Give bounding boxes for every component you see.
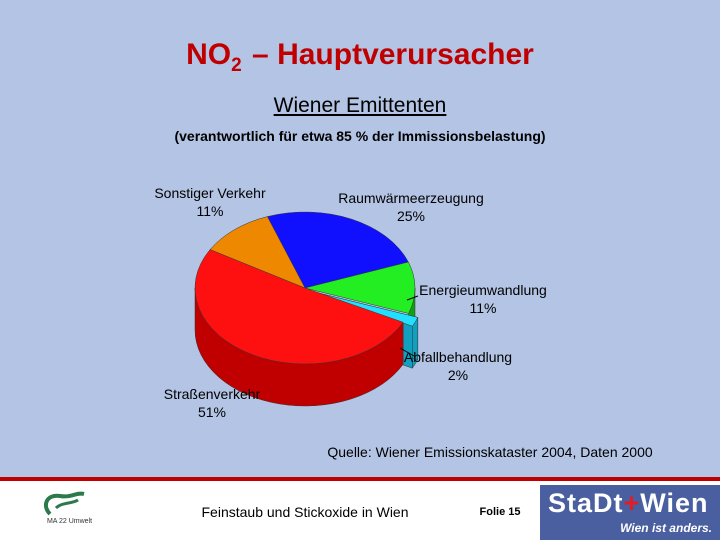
footer-title: Feinstaub und Stickoxide in Wien xyxy=(201,504,409,520)
pie-label-category: Sonstiger Verkehr xyxy=(154,185,266,201)
pie-label-category: Energieumwandlung xyxy=(419,282,547,298)
footer-divider xyxy=(0,477,720,481)
title-rest: – Hauptverursacher xyxy=(243,38,534,71)
logo-plus: + xyxy=(623,488,641,518)
pie-label-value: 11% xyxy=(197,203,224,219)
pie-label-value: 11% xyxy=(470,300,497,316)
ma22-logo-text: MA 22 Umwelt xyxy=(46,518,93,525)
slide-subtitle: Wiener Emittenten xyxy=(273,94,447,117)
logo-wien: Wien xyxy=(640,488,709,518)
title-subscript: 2 xyxy=(231,55,242,76)
logo-stadt: StaDt xyxy=(548,488,624,518)
pie-slice-5 xyxy=(209,216,306,289)
leader-line-3 xyxy=(399,347,415,357)
pie-label-value: 51% xyxy=(198,404,226,420)
pie-label-value: 25% xyxy=(397,208,425,224)
pie-labels: Raumwärmeerzeugung 25% Energieumwandlung 11… xyxy=(154,185,546,420)
ma22-logo-icon xyxy=(43,491,85,516)
pie-label-category: Raumwärmeerzeugung xyxy=(338,190,484,206)
pie-label-value: 2% xyxy=(448,367,468,383)
ma22-logo: MA 22 Umwelt xyxy=(32,488,107,536)
pie-leader-lines xyxy=(399,295,419,357)
pie-slice-4 xyxy=(194,249,404,365)
leader-line-2 xyxy=(406,295,419,301)
pie-label-category: Straßenverkehr xyxy=(164,386,261,402)
pie-slice-1 xyxy=(267,211,409,289)
slide-note: (verantwortlich für etwa 85 % der Immiss… xyxy=(174,128,546,144)
slide-title: NO2 – Hauptverursacher xyxy=(0,38,720,76)
pie-slice-2 xyxy=(304,261,416,314)
pie-tops xyxy=(194,211,419,365)
stadt-wien-logo: StaDt+Wien Wien ist anders. xyxy=(540,485,720,540)
title-no: NO xyxy=(186,38,232,71)
stadt-wien-wordmark: StaDt+Wien xyxy=(548,488,718,519)
stadt-wien-tagline: Wien ist anders. xyxy=(620,521,712,535)
pie-label-category: Abfallbehandlung xyxy=(404,349,512,365)
source-note: Quelle: Wiener Emissionskataster 2004, D… xyxy=(327,444,653,460)
slide-number: Folie 15 xyxy=(479,506,521,518)
